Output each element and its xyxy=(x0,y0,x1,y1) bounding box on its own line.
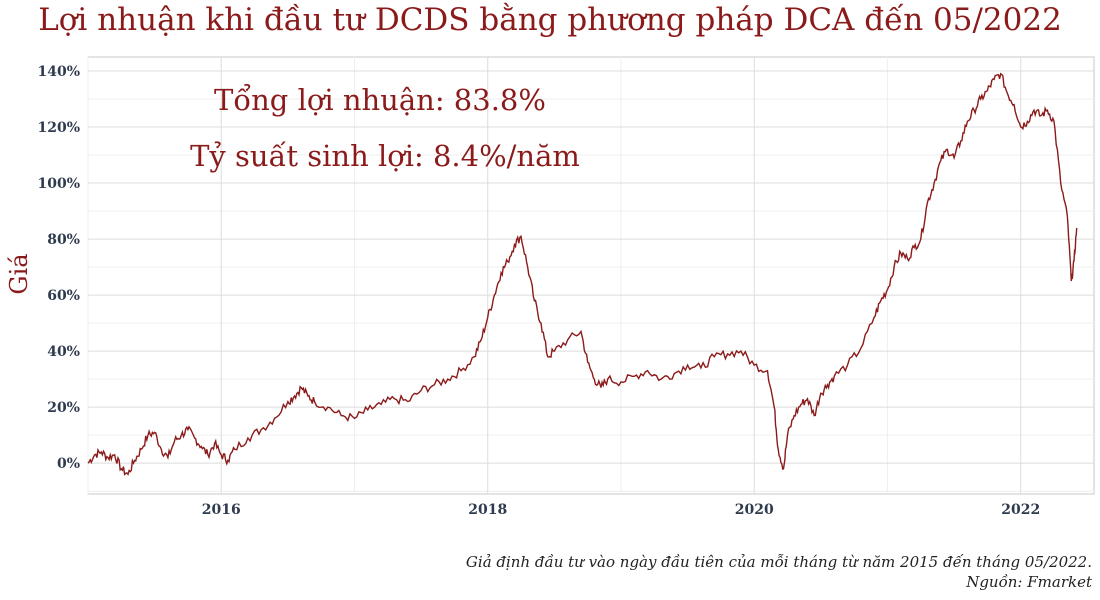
x-tick-label: 2020 xyxy=(735,502,774,518)
y-tick-labels: 0% 20% 40% 60% 80% 100% 120% 140% xyxy=(37,64,80,472)
y-tick-label: 140% xyxy=(37,64,80,80)
y-tick-label: 20% xyxy=(47,400,80,416)
y-tick-label: 120% xyxy=(37,120,80,136)
total-return-annotation: Tổng lợi nhuận: 83.8% xyxy=(214,82,546,117)
chart-title: Lợi nhuận khi đầu tư DCDS bằng phương ph… xyxy=(38,2,1062,38)
annual-return-annotation: Tỷ suất sinh lợi: 8.4%/năm xyxy=(190,139,580,173)
y-tick-label: 40% xyxy=(47,344,80,360)
x-tick-label: 2022 xyxy=(1001,502,1040,518)
y-tick-label: 100% xyxy=(37,176,80,192)
plot-area xyxy=(87,56,1095,495)
y-tick-label: 60% xyxy=(47,288,80,304)
y-tick-label: 80% xyxy=(47,232,80,248)
x-tick-label: 2016 xyxy=(202,502,241,518)
footnote-source: Nguồn: Fmarket xyxy=(966,573,1092,591)
series-line xyxy=(87,72,1078,476)
x-tick-labels: 2016 2018 2020 2022 xyxy=(202,502,1040,518)
footnote-assumption: Giả định đầu tư vào ngày đầu tiên của mỗ… xyxy=(465,553,1092,571)
gridlines xyxy=(87,57,1094,494)
y-tick-label: 0% xyxy=(57,456,80,472)
x-tick-label: 2018 xyxy=(468,502,507,518)
